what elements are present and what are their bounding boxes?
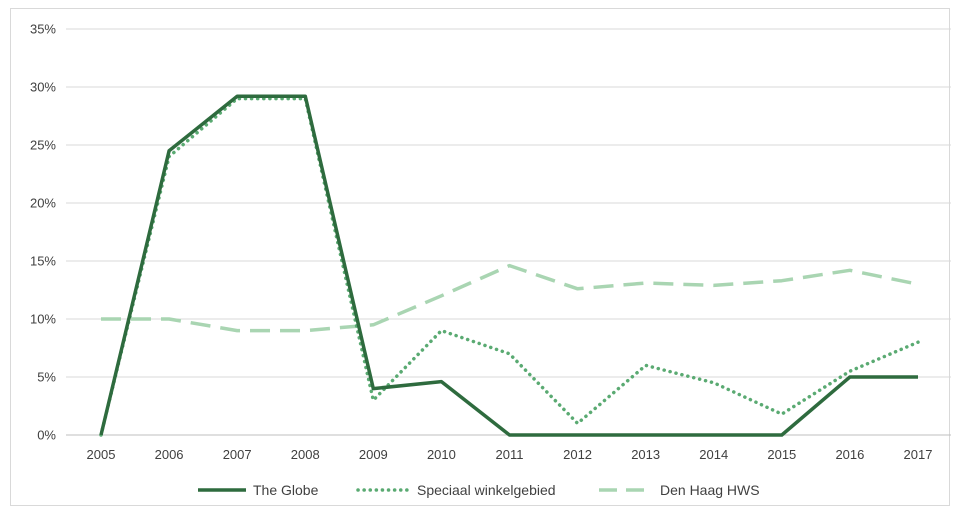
series-lines — [99, 94, 920, 437]
legend-label: The Globe — [253, 482, 319, 498]
x-axis: 2005 2006 2007 2008 2009 2010 2011 2012 2013 2014… — [87, 447, 933, 462]
x-tick-label: 2016 — [835, 447, 864, 462]
x-tick-label: 2009 — [359, 447, 388, 462]
x-tick-label: 2012 — [563, 447, 592, 462]
y-tick-label: 15% — [30, 254, 56, 269]
y-axis: 0% 5% 10% 15% 20% 25% 30% 35% — [30, 22, 56, 443]
x-tick-label: 2011 — [496, 447, 524, 462]
x-tick-label: 2006 — [155, 447, 184, 462]
x-tick-label: 2015 — [767, 447, 796, 462]
y-tick-label: 20% — [30, 196, 56, 211]
legend: The Globe Speciaal winkelgebied Den Haag H… — [198, 482, 760, 498]
gridlines — [66, 28, 951, 436]
y-tick-label: 30% — [30, 80, 56, 95]
y-tick-label: 0% — [37, 428, 56, 443]
legend-label: Speciaal winkelgebied — [417, 482, 556, 498]
x-tick-label: 2008 — [291, 447, 320, 462]
x-tick-label: 2010 — [427, 447, 456, 462]
y-tick-label: 5% — [37, 370, 56, 385]
series-line-speciaal-winkelgebied — [99, 96, 920, 437]
x-tick-label: 2013 — [631, 447, 660, 462]
x-tick-label: 2007 — [223, 447, 252, 462]
y-tick-label: 25% — [30, 138, 56, 153]
x-tick-label: 2014 — [699, 447, 728, 462]
x-tick-label: 2005 — [87, 447, 116, 462]
y-tick-label: 35% — [30, 22, 56, 37]
legend-label: Den Haag HWS — [660, 482, 760, 498]
x-tick-label: 2017 — [904, 447, 933, 462]
series-line-den-haag-hws — [101, 263, 919, 333]
series-line-the-globe — [99, 94, 918, 437]
y-tick-label: 10% — [30, 312, 56, 327]
